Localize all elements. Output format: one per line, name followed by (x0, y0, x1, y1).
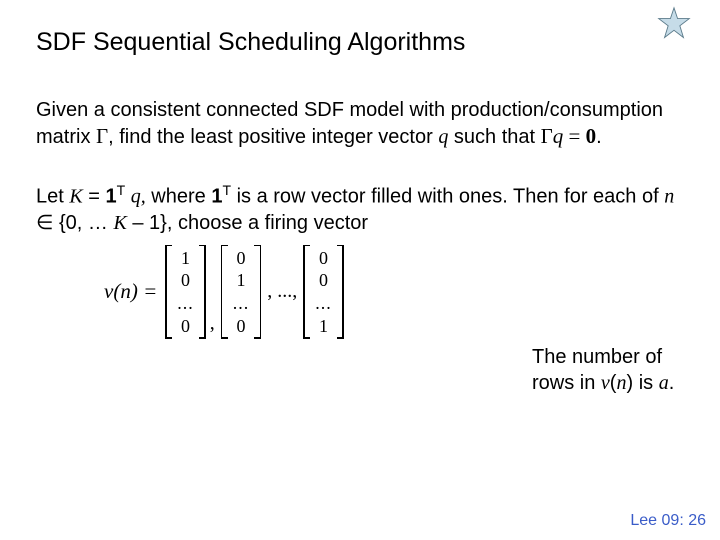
side-note: The number of rows in v(n) is a. (532, 344, 678, 396)
p1-text-3: such that (448, 126, 540, 148)
var-K2: K (113, 212, 126, 234)
p2-minus: – 1}, choose a firing vector (127, 212, 368, 234)
lhs: v(n) = (104, 279, 157, 304)
one-2: 1 (211, 186, 222, 208)
p2-t1: Let (36, 186, 69, 208)
eq-zero: 0 (586, 124, 597, 148)
var-q: q (438, 126, 448, 148)
p1-text-4: . (596, 126, 602, 148)
eq-q: q (553, 124, 564, 148)
paragraph-2: Let K = 1T q, where 1T is a row vector f… (36, 181, 684, 236)
ldots: , ..., (267, 280, 297, 303)
var-q2: q, (131, 186, 146, 208)
eq-eq: = (563, 124, 585, 148)
var-K: K (69, 186, 82, 208)
slide-title: SDF Sequential Scheduling Algorithms (36, 28, 684, 57)
slide-footer: Lee 09: 26 (630, 512, 706, 530)
p1-text-2: , find the least positive integer vector (108, 126, 438, 148)
paragraph-1: Given a consistent connected SDF model w… (36, 97, 684, 151)
p2-t3: is a row vector filled with ones. Then f… (231, 186, 664, 208)
eq-gamma: Γ (541, 124, 553, 148)
comma-1: , (210, 312, 215, 335)
p2-t2: where (146, 186, 212, 208)
p2-eq: = (83, 186, 106, 208)
star-icon (656, 6, 692, 42)
var-n: n (664, 186, 674, 208)
vector-1: 1 0 ... 0 (165, 245, 206, 339)
vector-n: 0 0 ... 1 (303, 245, 344, 339)
matrix-equation: v(n) = 1 0 ... 0 , 0 1 ... 0 , ..., 0 0 … (104, 245, 684, 339)
gamma-symbol: Γ (96, 124, 108, 148)
vector-2: 0 1 ... 0 (221, 245, 262, 339)
one-1: 1 (106, 186, 117, 208)
sup-T-2: T (222, 182, 231, 198)
sup-T-1: T (117, 182, 126, 198)
p2-in: ∈ {0, … (36, 212, 113, 234)
